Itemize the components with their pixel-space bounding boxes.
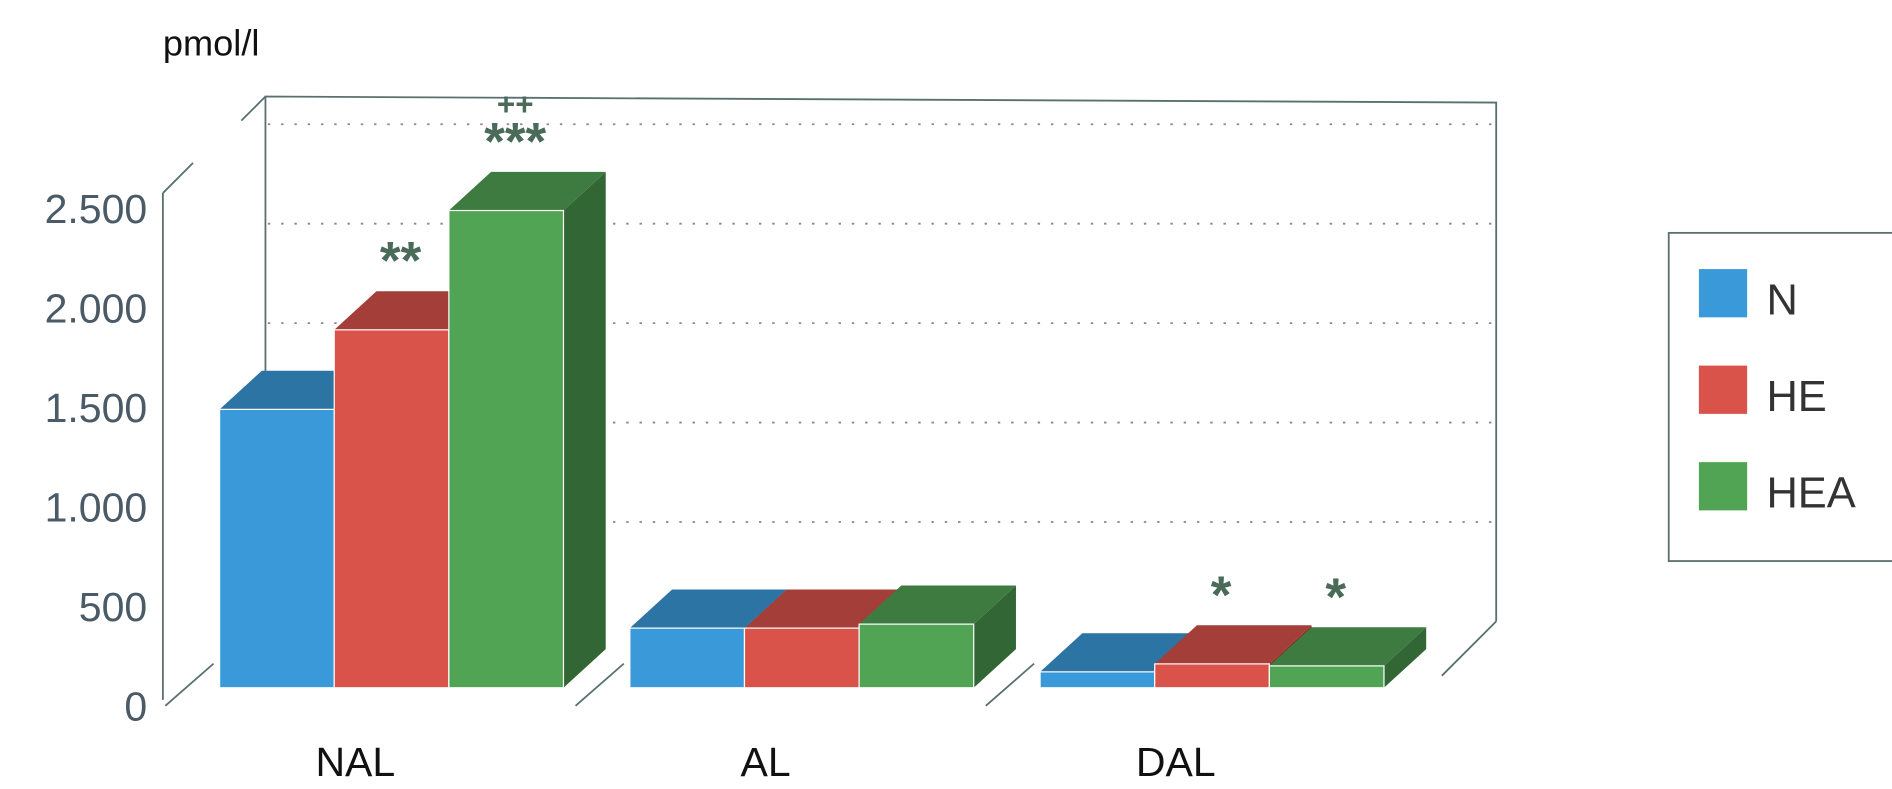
y-axis-label: pmol/l <box>163 22 260 63</box>
legend-swatch <box>1698 269 1748 318</box>
bar <box>1039 671 1156 689</box>
x-tick-label: NAL <box>315 739 395 785</box>
bar-top <box>629 589 787 629</box>
bar-side <box>563 171 606 688</box>
annotation: * <box>1325 568 1346 627</box>
annotation: *** <box>484 112 546 171</box>
bar <box>858 623 975 689</box>
bar-top <box>1154 625 1312 664</box>
bar <box>629 627 746 689</box>
bar <box>1268 665 1385 689</box>
y-tick-label: 1.500 <box>45 385 148 431</box>
bar-side <box>973 585 1016 688</box>
bar <box>448 209 565 689</box>
legend-swatch <box>1698 365 1748 414</box>
wall-edge <box>240 95 267 122</box>
y-tick-label: 0 <box>124 683 147 729</box>
bar <box>333 329 450 689</box>
legend-label: HEA <box>1766 469 1855 517</box>
annotation: ** <box>380 232 422 291</box>
legend-label: HE <box>1766 373 1826 421</box>
back-wall <box>264 95 1498 622</box>
y-tick-label: 1.000 <box>45 484 148 530</box>
legend-label: N <box>1766 276 1797 324</box>
annotation: * <box>1211 566 1232 625</box>
annotation: ++ <box>497 87 534 122</box>
wall-edge <box>162 162 194 194</box>
y-tick-label: 2.000 <box>45 286 148 332</box>
floor-edge <box>164 662 215 707</box>
x-tick-label: AL <box>741 739 791 785</box>
bar-top <box>448 171 606 211</box>
bar <box>743 627 860 689</box>
bar <box>1154 663 1270 689</box>
bar-top <box>859 585 1016 625</box>
floor-edge <box>574 662 625 707</box>
y-tick-label: 2.500 <box>45 186 148 232</box>
bar <box>218 408 335 689</box>
plot-area: pmol/l 0 500 1.000 1.500 2.000 2.500 NAL AL DAL *… <box>45 22 1892 785</box>
bar-top <box>744 589 902 629</box>
floor-edge <box>1441 620 1497 677</box>
legend-swatch <box>1698 462 1748 511</box>
bar-side <box>1383 627 1427 688</box>
y-tick-label: 500 <box>79 584 147 630</box>
floor-edge <box>985 662 1035 707</box>
bar-top <box>1269 627 1427 666</box>
x-tick-label: DAL <box>1136 739 1216 785</box>
